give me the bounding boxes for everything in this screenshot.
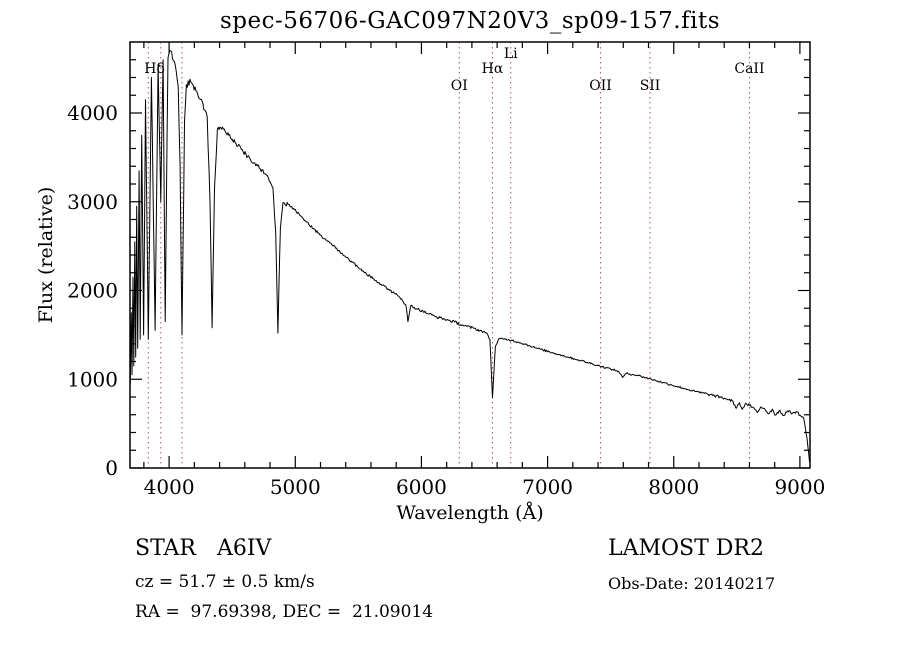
y-tick-label: 1000 — [67, 367, 118, 391]
marker-label: Li — [504, 46, 518, 62]
marker-label: SII — [640, 78, 661, 94]
x-tick-label: 7000 — [522, 475, 573, 499]
classification-text: STAR A6IV — [135, 536, 272, 561]
survey-text: LAMOST DR2 — [608, 536, 764, 561]
marker-label: OII — [589, 78, 612, 94]
y-tick-label: 4000 — [67, 101, 118, 125]
y-axis-label: Flux (relative) — [35, 186, 57, 324]
x-tick-label: 5000 — [270, 475, 321, 499]
x-tick-label: 4000 — [144, 475, 195, 499]
plot-title: spec-56706-GAC097N20V3_sp09-157.fits — [219, 8, 721, 34]
marker-label: CaII — [734, 61, 764, 77]
cz-text: cz = 51.7 ± 0.5 km/s — [135, 572, 315, 592]
y-tick-label: 2000 — [67, 279, 118, 303]
y-tick-label: 3000 — [67, 190, 118, 214]
x-tick-label: 9000 — [774, 475, 825, 499]
spectrum-line — [129, 49, 810, 462]
marker-label: Hα — [482, 61, 504, 77]
ra-dec-text: RA = 97.69398, DEC = 21.09014 — [135, 602, 434, 622]
marker-label: OI — [451, 78, 468, 94]
y-tick-label: 0 — [105, 456, 118, 480]
axis-ticks: 4000 5000 6000 7000 8000 9000 0 1000 2000 3000 400… — [67, 42, 825, 499]
marker-label: Hδ — [144, 61, 165, 77]
x-tick-label: 8000 — [648, 475, 699, 499]
x-axis-label: Wavelength (Å) — [396, 502, 544, 524]
plot-frame — [129, 41, 811, 469]
x-tick-label: 6000 — [396, 475, 447, 499]
obs-date-text: Obs-Date: 20140217 — [608, 574, 776, 593]
